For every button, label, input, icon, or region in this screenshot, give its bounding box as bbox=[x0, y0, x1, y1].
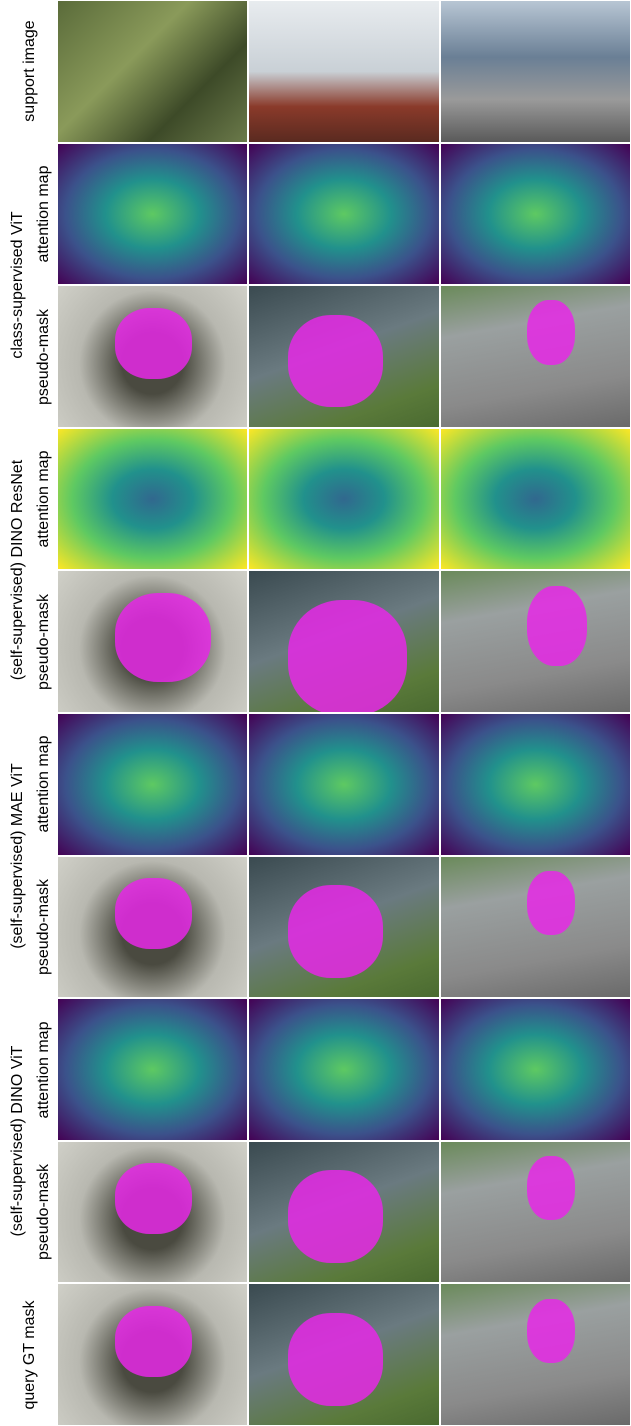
mask bbox=[115, 308, 192, 379]
attention-map bbox=[57, 143, 248, 286]
mask-overlay bbox=[57, 285, 248, 428]
figure: support imageattention mappseudo-maskatt… bbox=[0, 0, 631, 1426]
support-image bbox=[57, 0, 248, 143]
attention-map bbox=[57, 998, 248, 1141]
mask bbox=[527, 1299, 575, 1363]
mask bbox=[115, 1163, 192, 1234]
mask bbox=[115, 878, 192, 949]
attention-map bbox=[440, 998, 631, 1141]
mask bbox=[115, 593, 211, 682]
mask bbox=[288, 600, 408, 713]
support-image bbox=[248, 0, 439, 143]
attention-map bbox=[248, 428, 439, 571]
support-image bbox=[440, 0, 631, 143]
mask bbox=[288, 1170, 384, 1263]
mask bbox=[527, 586, 587, 666]
attention-map bbox=[248, 998, 439, 1141]
mask-overlay bbox=[440, 1141, 631, 1284]
mask-overlay bbox=[248, 856, 439, 999]
attention-map bbox=[440, 143, 631, 286]
mask-overlay bbox=[57, 856, 248, 999]
mask bbox=[288, 1313, 384, 1406]
attention-map bbox=[57, 428, 248, 571]
mask-overlay bbox=[440, 285, 631, 428]
mask bbox=[288, 885, 384, 978]
mask bbox=[115, 1306, 192, 1377]
attention-map bbox=[248, 143, 439, 286]
mask-overlay bbox=[248, 570, 439, 713]
mask-overlay bbox=[440, 856, 631, 999]
mask-overlay bbox=[440, 1283, 631, 1426]
method-label: (self-supervised) DINO ResNet bbox=[7, 430, 29, 710]
mask bbox=[288, 315, 384, 408]
attention-map bbox=[248, 713, 439, 856]
mask bbox=[527, 871, 575, 935]
mask-overlay bbox=[440, 570, 631, 713]
mask-overlay bbox=[57, 1141, 248, 1284]
method-label: (self-supervised) MAE ViT bbox=[7, 716, 29, 996]
mask-overlay bbox=[248, 1283, 439, 1426]
mask-overlay bbox=[248, 285, 439, 428]
mask-overlay bbox=[57, 1283, 248, 1426]
mask-overlay bbox=[248, 1141, 439, 1284]
attention-map bbox=[57, 713, 248, 856]
mask-overlay bbox=[57, 570, 248, 713]
mask bbox=[527, 300, 575, 364]
attention-map bbox=[440, 428, 631, 571]
attention-map bbox=[440, 713, 631, 856]
mask bbox=[527, 1156, 575, 1220]
method-label: (self-supervised) DINO ViT bbox=[7, 1001, 29, 1281]
method-label: class-supervised ViT bbox=[7, 145, 29, 425]
